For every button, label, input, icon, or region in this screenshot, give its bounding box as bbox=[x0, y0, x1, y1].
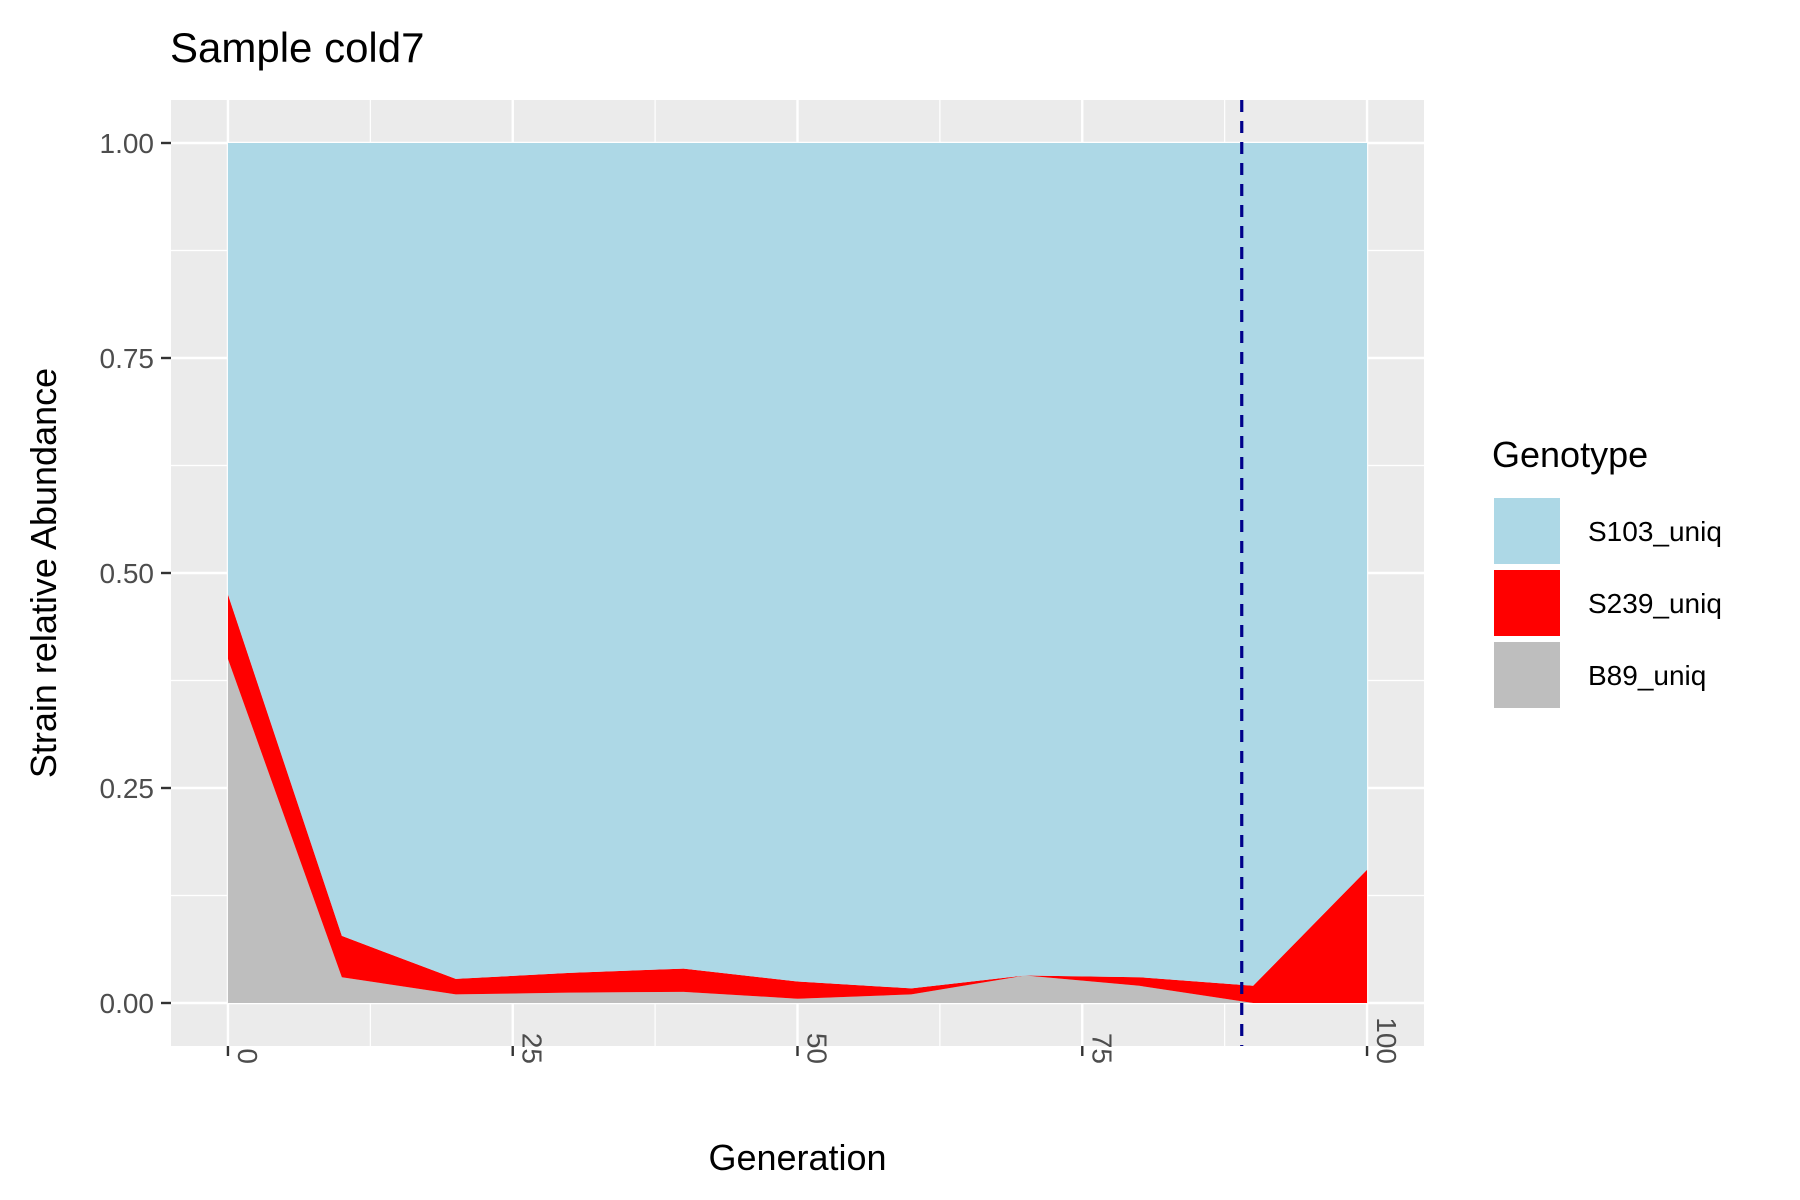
legend: Genotype S103_uniq S239_uniq B89_uniq bbox=[1492, 434, 1722, 710]
area-s103-uniq bbox=[227, 143, 1368, 989]
x-tick-label: 50 bbox=[802, 1033, 833, 1064]
x-tick-label: 100 bbox=[1371, 1017, 1402, 1064]
y-tick-label: 0.75 bbox=[100, 343, 155, 374]
y-tick-label: 0.50 bbox=[100, 558, 155, 589]
area-s239-uniq bbox=[227, 594, 1368, 1003]
x-tick-label: 75 bbox=[1086, 1033, 1117, 1064]
chart-title: Sample cold7 bbox=[170, 24, 424, 71]
legend-label: B89_uniq bbox=[1588, 660, 1706, 691]
y-tick-label: 0.00 bbox=[100, 988, 155, 1019]
legend-key-s103-uniq bbox=[1492, 496, 1562, 566]
legend-key-s239-uniq bbox=[1492, 568, 1562, 638]
legend-key-b89-uniq bbox=[1492, 640, 1562, 710]
legend-title: Genotype bbox=[1492, 434, 1648, 475]
y-axis-title: Strain relative Abundance bbox=[23, 368, 64, 778]
stacked-areas bbox=[227, 143, 1368, 1003]
y-tick-label: 1.00 bbox=[100, 128, 155, 159]
x-tick-label: 0 bbox=[232, 1048, 263, 1064]
y-axis: 0.00 0.25 0.50 0.75 1.00 bbox=[100, 128, 171, 1019]
legend-label: S239_uniq bbox=[1588, 588, 1722, 619]
y-tick-label: 0.25 bbox=[100, 773, 155, 804]
x-tick-label: 25 bbox=[517, 1033, 548, 1064]
x-axis: 0 25 50 75 100 bbox=[226, 1017, 1402, 1064]
x-axis-title: Generation bbox=[708, 1137, 886, 1178]
legend-label: S103_uniq bbox=[1588, 516, 1722, 547]
